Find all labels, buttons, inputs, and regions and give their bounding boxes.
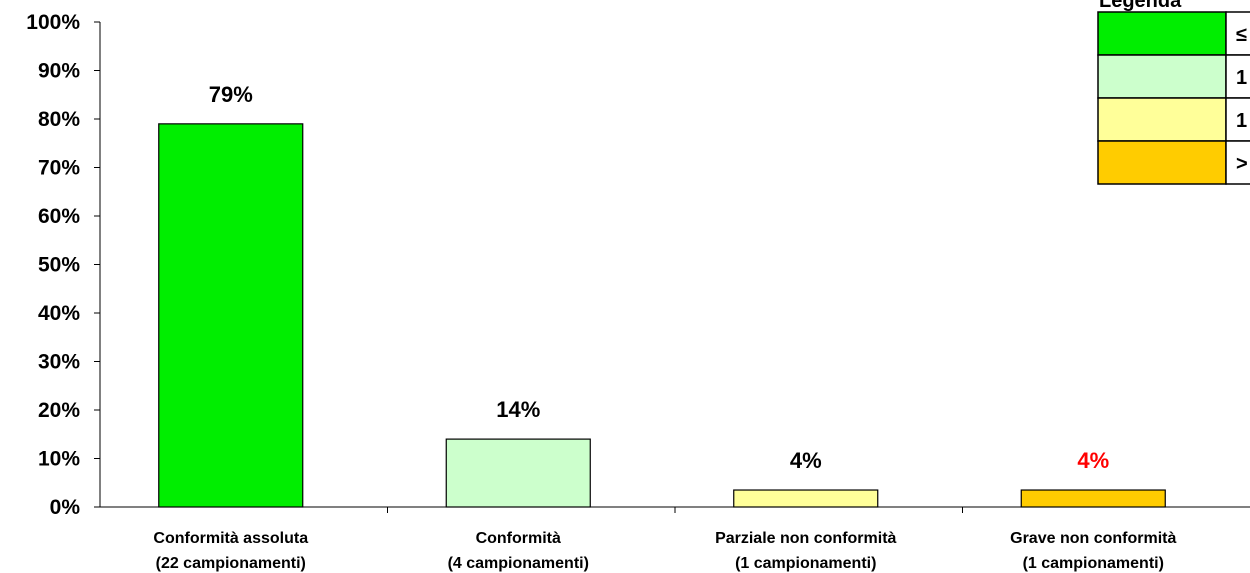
x-tick-label-line: (4 campionamenti) xyxy=(448,555,589,572)
x-tick-label: Grave non conformità (1 campionamenti) xyxy=(1010,530,1176,572)
x-tick-label-line: (22 campionamenti) xyxy=(156,555,306,572)
x-tick-label-line: (1 campionamenti) xyxy=(1023,555,1164,572)
legend-label: 1 xyxy=(1236,110,1247,132)
legend-swatch xyxy=(1097,97,1227,142)
bar xyxy=(733,489,879,508)
x-tick-label-line: (1 campionamenti) xyxy=(735,555,876,572)
x-tick-label-line: Conformità assoluta xyxy=(153,530,308,547)
y-tick-label: 0% xyxy=(50,496,81,519)
data-label: 4% xyxy=(790,448,822,473)
axes: 0% 10% 20% 30% 40% 50% 60% 70% 80% 90% 100% Conform… xyxy=(26,11,1250,572)
y-tick-label: 20% xyxy=(38,399,80,422)
legend: Legenda ≤1 1 > xyxy=(1097,0,1250,185)
x-tick-label-line: Grave non conformità xyxy=(1010,530,1176,547)
bar xyxy=(1020,489,1166,508)
legend-label-cell xyxy=(1225,140,1250,185)
y-tick-label: 100% xyxy=(26,11,80,34)
bar xyxy=(445,438,591,508)
data-label: 14% xyxy=(496,397,540,422)
x-tick-label-line: Parziale non conformità xyxy=(715,530,896,547)
data-label: 79% xyxy=(209,82,253,107)
y-tick-label: 40% xyxy=(38,302,80,325)
legend-label: > xyxy=(1236,153,1248,175)
y-tick-label: 10% xyxy=(38,448,80,471)
x-tick-label: Conformità (4 campionamenti) xyxy=(448,530,589,572)
legend-label: 1 xyxy=(1236,67,1247,89)
y-tick-label: 90% xyxy=(38,60,80,83)
bar xyxy=(158,123,304,508)
legend-label-cell xyxy=(1225,11,1250,56)
y-tick-label: 30% xyxy=(38,351,80,374)
legend-swatch xyxy=(1097,54,1227,99)
x-tick-label: Conformità assoluta (22 campionamenti) xyxy=(153,530,308,572)
data-label: 4% xyxy=(1077,448,1109,473)
legend-title: Legenda xyxy=(1099,0,1182,12)
legend-swatch xyxy=(1097,140,1227,185)
y-tick-label: 60% xyxy=(38,205,80,228)
x-tick-label: Parziale non conformità (1 campionamenti) xyxy=(715,530,896,572)
y-tick-label: 80% xyxy=(38,108,80,131)
bars: 79% 14% 4% 4% xyxy=(158,82,1166,508)
legend-label: ≤ xyxy=(1236,24,1247,46)
y-tick-label: 70% xyxy=(38,157,80,180)
legend-swatch xyxy=(1097,11,1227,56)
y-tick-label: 50% xyxy=(38,254,80,277)
x-tick-label-line: Conformità xyxy=(476,530,561,547)
